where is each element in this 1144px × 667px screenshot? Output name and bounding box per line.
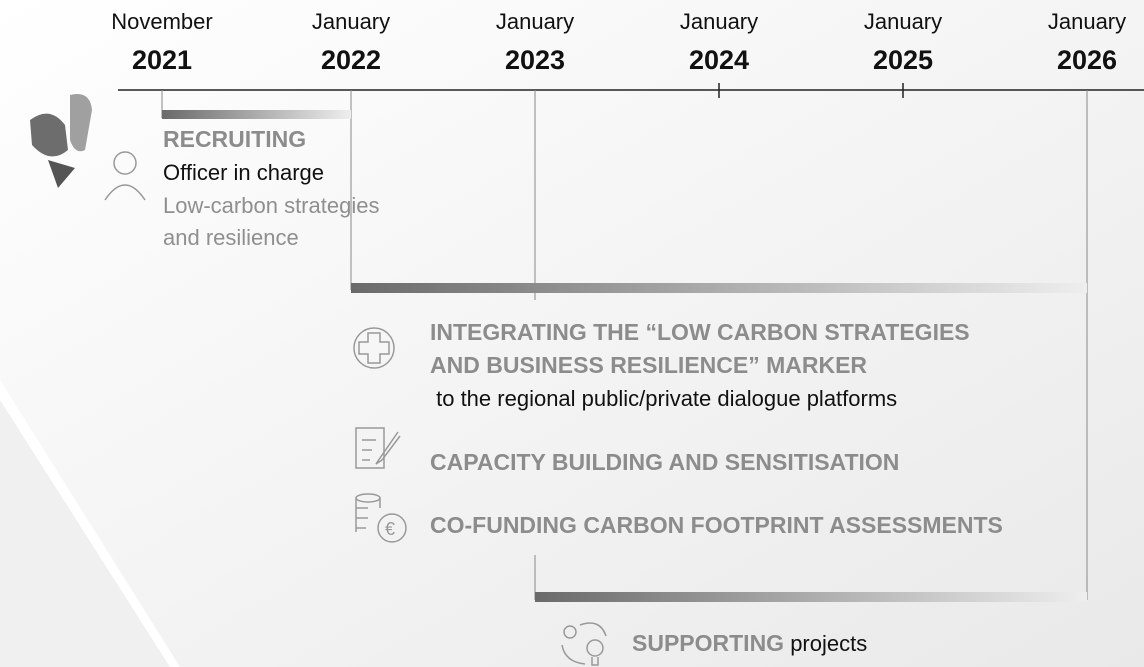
supporting-title: SUPPORTING bbox=[632, 630, 784, 656]
supporting-text: SUPPORTING projects bbox=[632, 630, 867, 656]
tick-month: January bbox=[312, 9, 390, 34]
diagonal-shadow bbox=[0, 400, 170, 667]
recruiting-description: and resilience bbox=[163, 225, 299, 250]
tick-month: January bbox=[680, 9, 758, 34]
recruiting-description: Low-carbon strategies bbox=[163, 193, 379, 218]
tick-month: November bbox=[111, 9, 212, 34]
integrating-title: AND BUSINESS RESILIENCE” MARKER bbox=[430, 352, 867, 378]
svg-text:€: € bbox=[385, 519, 395, 539]
axis: November 2021 January 2022 January 2023 Januar… bbox=[111, 9, 1144, 98]
recruiting-role: Officer in charge bbox=[163, 160, 324, 185]
coins-icon: € bbox=[355, 493, 407, 543]
phase-bar bbox=[351, 283, 1087, 293]
tick-year: 2024 bbox=[689, 45, 749, 75]
logo bbox=[30, 94, 92, 188]
tick-month: January bbox=[496, 9, 574, 34]
document-icon bbox=[355, 427, 401, 469]
ideas-icon bbox=[561, 622, 607, 666]
plus-icon bbox=[353, 327, 395, 369]
phase-bar bbox=[535, 592, 1087, 602]
integrating-detail: to the regional public/private dialogue … bbox=[430, 386, 897, 411]
tick-year: 2026 bbox=[1057, 45, 1117, 75]
tick-year: 2023 bbox=[505, 45, 565, 75]
phase-bar bbox=[162, 110, 351, 119]
recruiting-title: RECRUITING bbox=[163, 126, 306, 152]
guides bbox=[161, 90, 1088, 600]
supporting-detail: projects bbox=[784, 631, 867, 656]
cofunding-title: CO-FUNDING CARBON FOOTPRINT ASSESSMENTS bbox=[430, 512, 1003, 538]
person-icon bbox=[104, 151, 146, 201]
tick-month: January bbox=[864, 9, 942, 34]
tick-year: 2025 bbox=[873, 45, 933, 75]
tick-year: 2022 bbox=[321, 45, 381, 75]
tick-year: 2021 bbox=[132, 45, 192, 75]
capacity-title: CAPACITY BUILDING AND SENSITISATION bbox=[430, 449, 899, 475]
tick-month: January bbox=[1048, 9, 1126, 34]
integrating-title: INTEGRATING THE “LOW CARBON STRATEGIES bbox=[430, 319, 970, 345]
